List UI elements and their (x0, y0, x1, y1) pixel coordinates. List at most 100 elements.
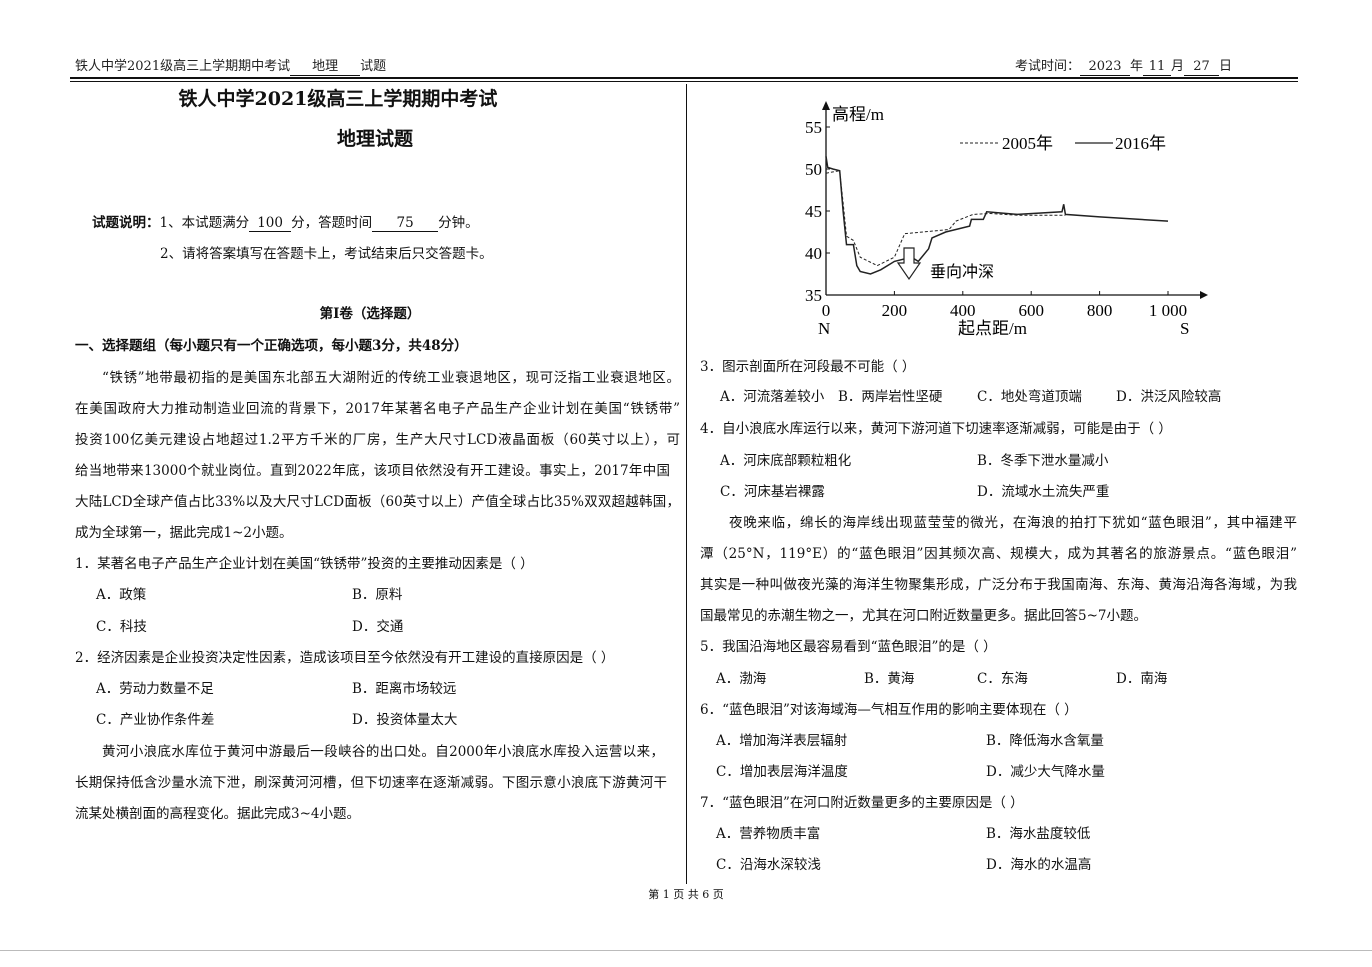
x-tick-label: 0 (822, 301, 831, 320)
passage-line: 投资100亿美元建设占地超过1.2平方千米的厂房，生产大尺寸LCD液晶面板（60… (75, 432, 680, 448)
q2-option-b: B．距离市场较远 (352, 681, 457, 697)
y-tick-label: 35 (805, 286, 822, 305)
passage-line: 夜晚来临，绵长的海岸线出现蓝莹莹的微光，在海浪的拍打下犹如“蓝色眼泪”，其中福建… (729, 515, 1297, 531)
legend-2016-label: 2016年 (1115, 134, 1166, 153)
q4-option-d: D．流域水土流失严重 (977, 484, 1110, 500)
chart-marks (825, 156, 1169, 275)
passage-line: 在美国政府大力推动制造业回流的背景下，2017年某著名电子产品生产企业计划在美国… (75, 401, 680, 417)
y-axis-label: 高程/m (832, 105, 884, 124)
q7-option-d: D．海水的水温高 (986, 857, 1092, 873)
x-left-label: N (818, 319, 830, 338)
q4-option-b: B．冬季下泄水量减小 (977, 453, 1109, 469)
exam-subtitle: 地理试题 (336, 128, 413, 150)
q7-option-c: C．沿海水深较浅 (716, 857, 821, 873)
downward-arrow-icon (896, 247, 922, 281)
day-unit: 日 (1219, 59, 1233, 74)
x-tick-label: 800 (1087, 301, 1113, 320)
exam-date: 考试时间： 2023 年 11 月 27 日 (1015, 57, 1232, 77)
passage-line: 流某处横剖面的高程变化。据此完成3~4小题。 (75, 806, 360, 822)
time-minutes: 75 (372, 215, 439, 232)
x-axis-label: 起点距/m (958, 319, 1027, 338)
section-title: 第Ⅰ卷（选择题） (319, 306, 421, 322)
q1-option-d: D．交通 (352, 619, 404, 635)
question-6: 6．“蓝色眼泪”对该海域海—气相互作用的影响主要体现在（ ） (700, 702, 1078, 718)
q1-option-a: A．政策 (96, 587, 147, 603)
passage-line: 长期保持低含沙量水流下泄，刷深黄河河槽，但下切速率在逐渐减弱。下图示意小浪底下游… (75, 775, 667, 791)
q4-option-c: C．河床基岩裸露 (720, 484, 825, 500)
question-1: 1．某著名电子产品生产企业计划在美国“铁锈带”投资的主要推动因素是（ ） (75, 556, 534, 572)
passage-line: 成为全球第一，据此完成1~2小题。 (75, 525, 293, 541)
year-value: 2023 (1080, 59, 1131, 76)
q6-option-d: D．减少大气降水量 (986, 764, 1105, 780)
running-header-left: 铁人中学2021级高三上学期期中考试 地理 试题 (75, 57, 386, 77)
passage-line: 国最常见的赤潮生物之一，尤其在河口附近数量更多。据此回答5~7小题。 (700, 608, 1147, 624)
x-tick-label: 200 (882, 301, 908, 320)
question-7: 7．“蓝色眼泪”在河口附近数量更多的主要原因是（ ） (700, 795, 1024, 811)
q6-option-c: C．增加表层海洋温度 (716, 764, 848, 780)
q1-option-b: B．原料 (352, 587, 403, 603)
column-divider (686, 84, 687, 884)
question-4: 4．自小浪底水库运行以来，黄河下游河道下切速率逐渐减弱，可能是由于（ ） (700, 421, 1172, 437)
q7-option-b: B．海水盐度较低 (986, 826, 1091, 842)
school-exam-name: 铁人中学2021级高三上学期期中考试 (75, 59, 291, 74)
instructions-line-1: 试题说明：1、本试题满分 100 分，答题时间 75 分钟。 (92, 213, 479, 233)
y-tick-label: 40 (805, 244, 822, 263)
passage-line: 大陆LCD全球产值占比33%以及大尺寸LCD面板（60英寸以上）产值全球占比35… (75, 494, 680, 510)
full-score: 100 (249, 215, 292, 232)
date-label: 考试时间： (1015, 59, 1081, 74)
y-tick-label: 55 (805, 118, 822, 137)
y-tick-label: 45 (805, 202, 822, 221)
q4-option-a: A．河床底部颗粒粗化 (720, 453, 852, 469)
instructions-line-2: 2、请将答案填写在答题卡上，考试结束后只交答题卡。 (160, 246, 493, 262)
day-value: 27 (1184, 59, 1220, 76)
y-tick-label: 50 (805, 160, 822, 179)
question-3: 3．图示剖面所在河段最不可能（ ） (700, 359, 916, 375)
header-rule (70, 77, 1298, 79)
q5-option-b: B．黄海 (864, 671, 915, 687)
question-2: 2．经济因素是企业投资决定性因素，造成该项目至今依然没有开工建设的直接原因是（ … (75, 650, 615, 666)
series-line-2005年 (825, 170, 1066, 267)
x-tick-label: 1 000 (1149, 301, 1187, 320)
exam-title: 铁人中学2021级高三上学期期中考试 (178, 88, 498, 110)
instructions-label: 试题说明： (92, 215, 160, 231)
month-unit: 月 (1171, 59, 1185, 74)
subject-field: 地理 (290, 59, 361, 76)
q2-option-d: D．投资体量太大 (352, 712, 458, 728)
chart-annotation: 垂向冲深 (930, 263, 994, 281)
q3-option-d: D．洪泛风险较高 (1116, 389, 1222, 405)
q7-option-a: A．营养物质丰富 (716, 826, 821, 842)
passage-line: 潭（25°N，119°E）的“蓝色眼泪”因其频次高、规模大，成为其著名的旅游景点… (700, 546, 1297, 562)
q3-option-c: C．地处弯道顶端 (977, 389, 1082, 405)
q3-option-b: B．两岸岩性坚硬 (838, 389, 943, 405)
month-value: 11 (1143, 59, 1172, 76)
header-rule-thin (70, 81, 1298, 82)
q5-option-a: A．渤海 (716, 671, 767, 687)
header-suffix: 试题 (360, 59, 387, 74)
q6-option-a: A．增加海洋表层辐射 (716, 733, 848, 749)
q5-option-c: C．东海 (977, 671, 1028, 687)
q2-option-c: C．产业协作条件差 (96, 712, 215, 728)
q5-option-d: D．南海 (1116, 671, 1168, 687)
passage-line: 黄河小浪底水库位于黄河中游最后一段峡谷的出口处。自2000年小浪底水库投入运营以… (102, 744, 664, 760)
x-tick-label: 400 (950, 301, 976, 320)
passage-line: 给当地带来13000个就业岗位。直到2022年底，该项目依然没有开工建设。事实上… (75, 463, 670, 479)
q6-option-b: B．降低海水含氧量 (986, 733, 1104, 749)
instr-text: 分，答题时间 (291, 215, 373, 231)
question-5: 5．我国沿海地区最容易看到“蓝色眼泪”的是（ ） (700, 639, 997, 655)
q2-option-a: A．劳动力数量不足 (96, 681, 214, 697)
x-axis-arrow-icon (1200, 291, 1208, 299)
chart-axes: 0 200 400 600 800 1 000 35 40 45 50 55 (805, 101, 1208, 320)
y-axis-arrow-icon (822, 101, 830, 110)
passage-line: 其实是一种叫做夜光藻的海洋生物聚集形成，广泛分布于我国南海、东海、黄海沿海各海域… (700, 577, 1297, 593)
page-number: 第 1 页 共 6 页 (648, 888, 724, 901)
question-group-heading: 一、选择题组（每小题只有一个正确选项，每小题3分，共48分） (75, 338, 468, 354)
instr-text: 1、本试题满分 (159, 215, 250, 231)
instr-text: 分钟。 (438, 215, 479, 231)
passage-line: “铁锈”地带最初指的是美国东北部五大湖附近的传统工业衰退地区，现可泛指工业衰退地… (102, 370, 680, 386)
x-tick-label: 600 (1018, 301, 1044, 320)
q3-option-a: A．河流落差较小 (720, 389, 825, 405)
page-bottom-edge (0, 950, 1372, 951)
x-right-label: S (1180, 319, 1189, 338)
series-line-2016年 (825, 156, 1169, 275)
